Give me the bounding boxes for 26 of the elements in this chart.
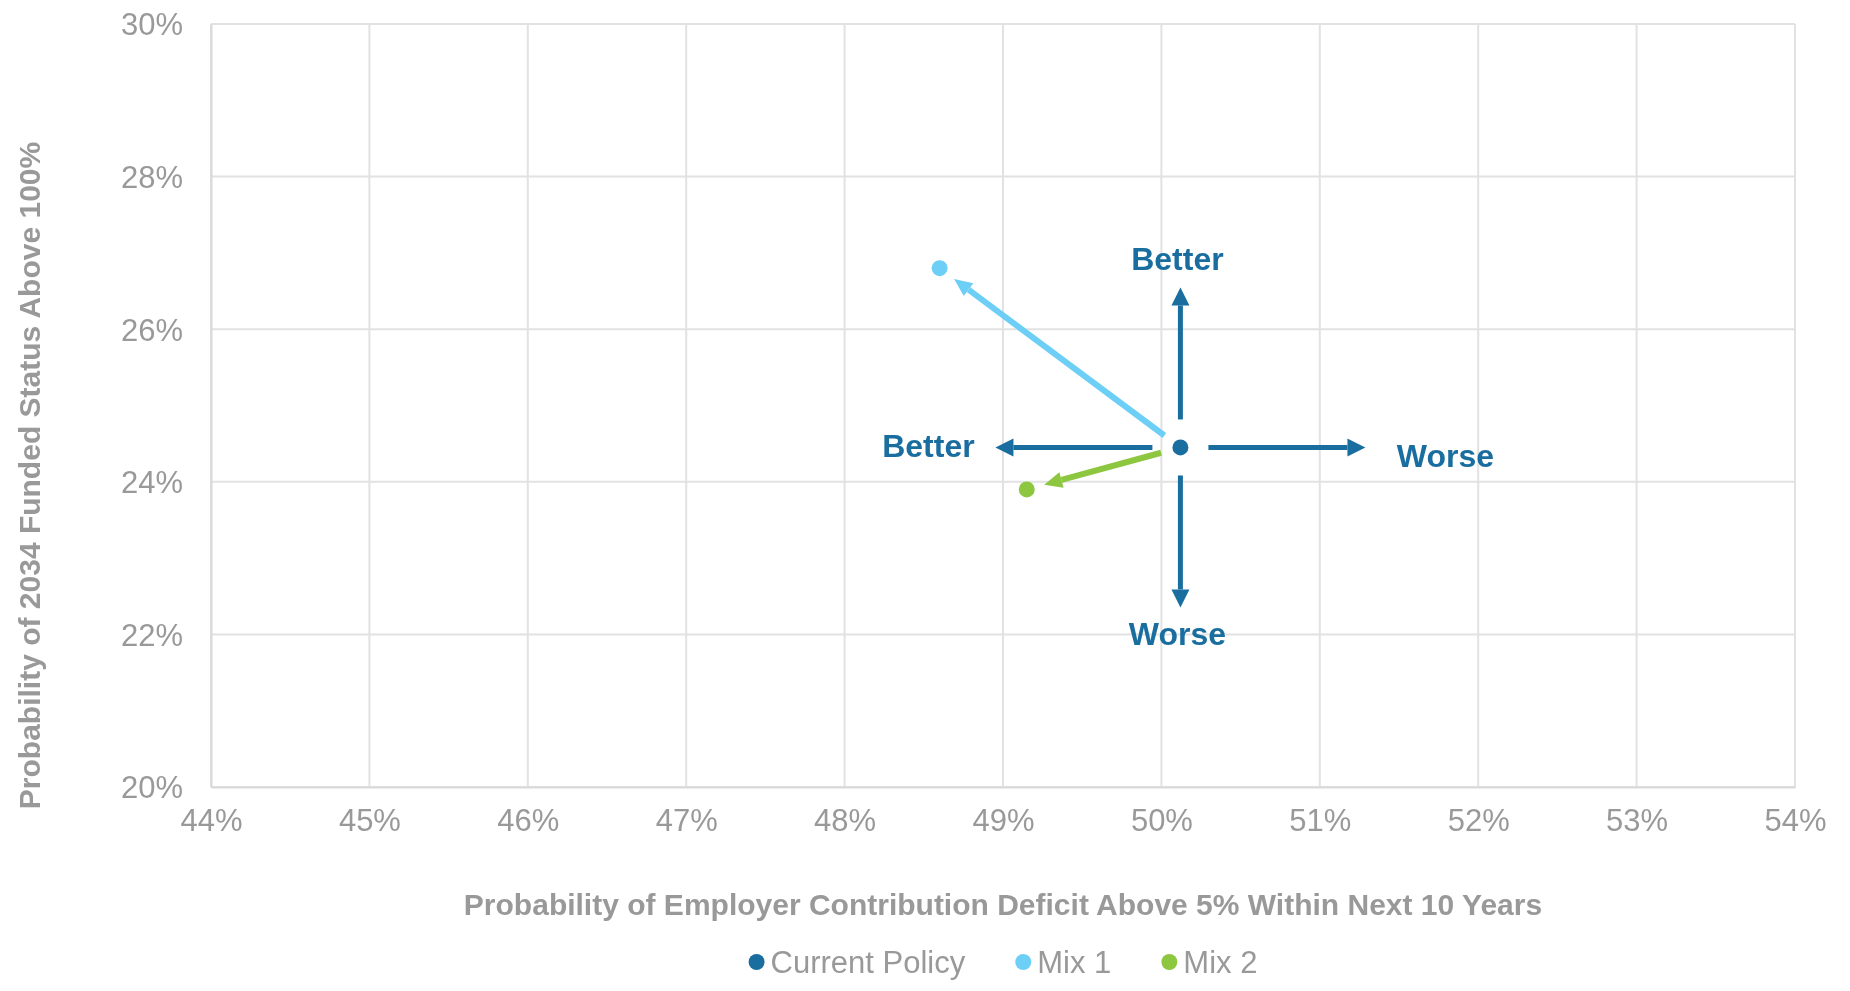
x-tick-label: 52% xyxy=(1447,802,1510,838)
x-tick-label: 53% xyxy=(1606,802,1669,838)
annotation: Worse xyxy=(1128,616,1227,653)
annotation: Better xyxy=(1131,241,1224,278)
y-tick-label: 28% xyxy=(120,159,183,195)
legend-label: Mix 1 xyxy=(1037,945,1112,980)
legend-label: Mix 2 xyxy=(1183,945,1258,980)
y-axis-title: Probability of 2034 Funded Status Above 100% xyxy=(13,141,46,810)
y-tick-label: 30% xyxy=(120,7,183,43)
legend-label: Current Policy xyxy=(770,945,966,980)
y-tick-label: 20% xyxy=(120,770,183,806)
x-tick-label: 50% xyxy=(1130,802,1193,838)
x-tick-label: 47% xyxy=(655,802,718,838)
annotation: Worse xyxy=(1396,438,1495,475)
y-tick-label: 24% xyxy=(120,465,183,501)
annotation: Better xyxy=(882,428,975,465)
x-tick-label: 44% xyxy=(180,802,243,838)
x-tick-label: 54% xyxy=(1764,802,1827,838)
x-tick-label: 51% xyxy=(1289,802,1352,838)
y-tick-label: 26% xyxy=(120,312,183,348)
y-tick-label: 22% xyxy=(120,617,183,653)
x-tick-label: 45% xyxy=(338,802,401,838)
x-tick-label: 48% xyxy=(814,802,877,838)
x-tick-label: 46% xyxy=(497,802,560,838)
x-axis-title: Probability of Employer Contribution Deficit Above 5% Within Next 10 Years xyxy=(463,888,1543,921)
x-tick-label: 49% xyxy=(972,802,1035,838)
